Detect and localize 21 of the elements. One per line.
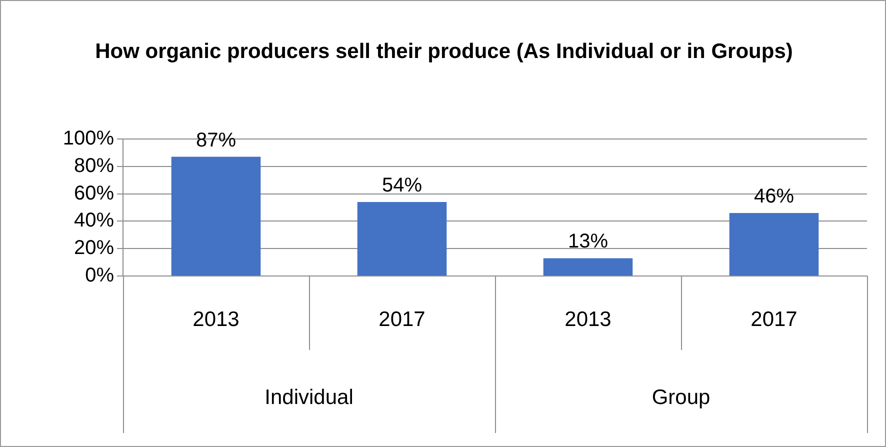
y-tick-label: 60% (74, 182, 114, 204)
text: Individual (264, 386, 354, 409)
bar (729, 212, 819, 276)
x-tick-label: 2013 (564, 308, 612, 331)
y-tick-label: 80% (74, 154, 114, 177)
data-label: 54% (382, 174, 422, 197)
x-tick-label: 2013 (192, 308, 240, 331)
chart-title: How organic producers sell their produce (As Individual or in Groups) (94, 39, 794, 65)
text: Group (652, 386, 710, 409)
y-tick-label: 40% (74, 210, 114, 232)
data-label: 46% (754, 185, 794, 208)
x-tick-label: 2017 (750, 308, 798, 331)
data-label: 13% (568, 230, 608, 253)
bar (171, 156, 261, 276)
y-tick-label: 20% (74, 237, 114, 260)
y-tick-label: 100% (62, 128, 114, 150)
x-tick-label: 2017 (378, 308, 426, 331)
bar (543, 258, 633, 276)
y-tick-label: 0% (85, 264, 114, 287)
bar (357, 202, 447, 276)
data-label: 87% (196, 129, 236, 152)
